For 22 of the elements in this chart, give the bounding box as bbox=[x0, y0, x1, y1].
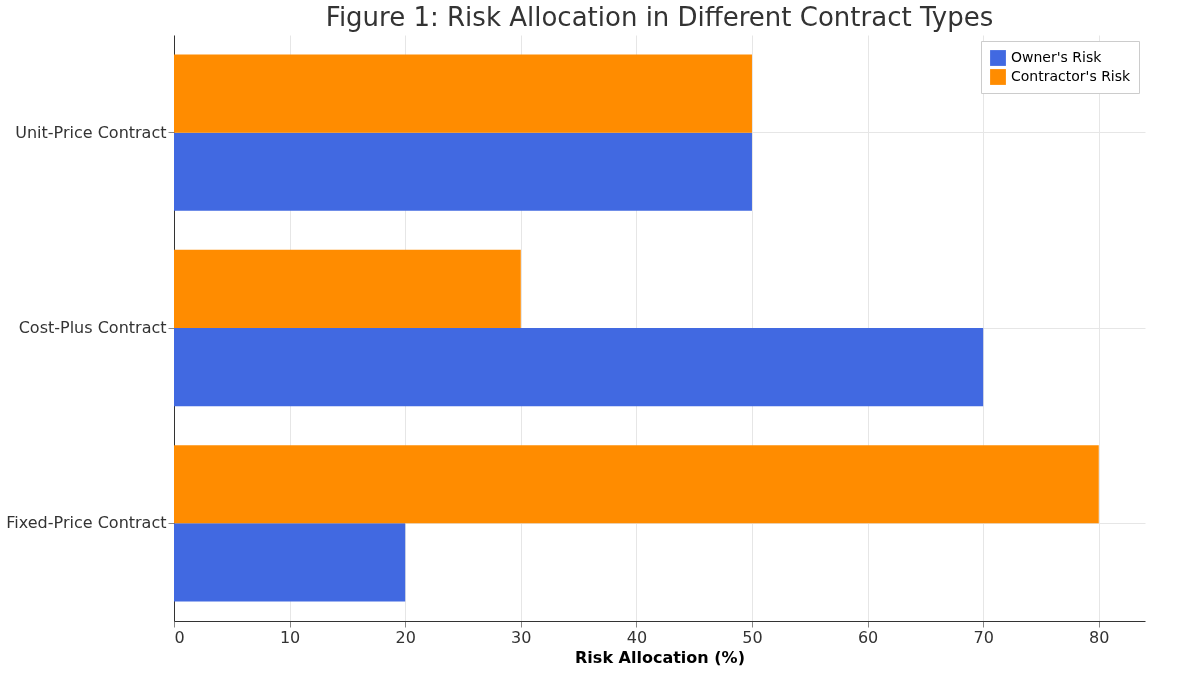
bar bbox=[174, 132, 752, 211]
x-tick-label: 30 bbox=[511, 627, 532, 647]
legend-label: Contractor's Risk bbox=[1011, 68, 1132, 84]
x-tick-label: 50 bbox=[742, 627, 763, 647]
x-tick-label: 70 bbox=[973, 627, 994, 647]
x-axis-title: Risk Allocation (%) bbox=[575, 647, 745, 667]
x-tick-label: 40 bbox=[626, 627, 648, 647]
x-tick-label: 10 bbox=[279, 627, 301, 647]
bar bbox=[174, 445, 1099, 524]
y-tick-label: Unit-Price Contract bbox=[15, 122, 167, 142]
x-tick-label: 80 bbox=[1089, 627, 1110, 647]
y-tick-label: Fixed-Price Contract bbox=[6, 513, 167, 533]
bar bbox=[174, 54, 752, 133]
chart-title: Figure 1: Risk Allocation in Different Contract Types bbox=[325, 2, 994, 32]
x-tick-label: 0 bbox=[174, 627, 185, 647]
bar bbox=[174, 523, 406, 602]
bar bbox=[174, 249, 521, 328]
legend-label: Owner's Risk bbox=[1011, 49, 1103, 65]
x-tick-label: 20 bbox=[395, 627, 416, 647]
x-tick-label: 60 bbox=[857, 627, 879, 647]
bar bbox=[174, 328, 984, 407]
y-tick-label: Cost-Plus Contract bbox=[18, 318, 167, 337]
